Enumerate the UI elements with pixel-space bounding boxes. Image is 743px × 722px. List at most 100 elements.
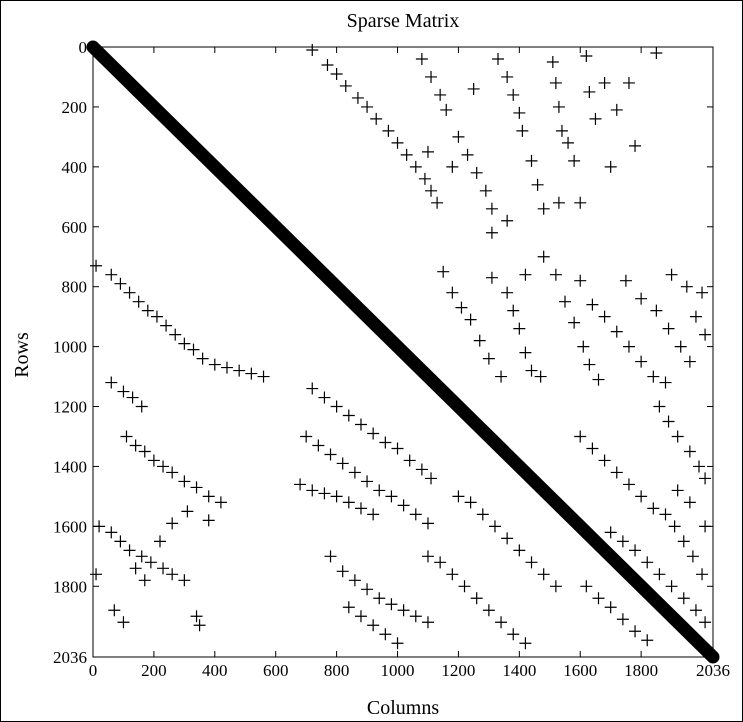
nonzero-marker <box>525 364 538 377</box>
nonzero-marker <box>409 160 422 173</box>
nonzero-marker <box>689 604 702 617</box>
nonzero-marker <box>208 358 221 371</box>
nonzero-marker <box>138 574 151 587</box>
nonzero-marker <box>464 313 477 326</box>
nonzero-marker <box>178 475 191 488</box>
nonzero-marker <box>440 103 453 116</box>
nonzero-marker <box>610 103 623 116</box>
x-tick-label: 1800 <box>624 661 658 680</box>
nonzero-marker <box>495 370 508 383</box>
nonzero-marker <box>485 226 498 239</box>
nonzero-marker <box>583 85 596 98</box>
nonzero-marker <box>598 76 611 89</box>
nonzero-marker <box>568 154 581 167</box>
nonzero-marker <box>604 526 617 539</box>
nonzero-marker <box>202 490 215 503</box>
x-tick-label: 0 <box>89 661 98 680</box>
nonzero-marker <box>373 592 386 605</box>
nonzero-marker <box>150 310 163 323</box>
nonzero-marker <box>437 265 450 278</box>
nonzero-marker <box>610 325 623 338</box>
nonzero-marker <box>144 556 157 569</box>
nonzero-marker <box>166 517 179 530</box>
nonzero-marker <box>495 616 508 629</box>
nonzero-marker <box>470 166 483 179</box>
nonzero-marker <box>650 304 663 317</box>
nonzero-marker <box>650 46 663 59</box>
nonzero-marker <box>190 481 203 494</box>
nonzero-marker <box>680 280 693 293</box>
nonzero-marker <box>516 124 529 137</box>
nonzero-marker <box>653 568 666 581</box>
nonzero-marker <box>513 322 526 335</box>
nonzero-marker <box>306 484 319 497</box>
nonzero-marker <box>629 544 642 557</box>
nonzero-marker <box>482 352 495 365</box>
nonzero-marker <box>434 88 447 101</box>
nonzero-marker <box>382 124 395 137</box>
nonzero-marker <box>635 292 648 305</box>
nonzero-marker <box>604 160 617 173</box>
nonzero-marker <box>653 400 666 413</box>
x-tick-label: 1400 <box>502 661 536 680</box>
nonzero-marker <box>598 454 611 467</box>
nonzero-marker <box>135 550 148 563</box>
y-tick-label: 1200 <box>53 398 87 417</box>
x-tick-label: 2036 <box>696 661 730 680</box>
nonzero-marker <box>90 259 103 272</box>
nonzero-marker <box>324 550 337 563</box>
nonzero-marker <box>114 277 127 290</box>
nonzero-marker <box>421 550 434 563</box>
nonzero-marker <box>555 124 568 137</box>
nonzero-marker <box>616 613 629 626</box>
nonzero-marker <box>622 478 635 491</box>
nonzero-marker <box>686 550 699 563</box>
nonzero-marker <box>147 454 160 467</box>
nonzero-marker <box>699 616 712 629</box>
nonzero-marker <box>458 580 471 593</box>
nonzero-marker <box>501 532 514 545</box>
nonzero-marker <box>580 580 593 593</box>
x-tick-label: 600 <box>263 661 289 680</box>
nonzero-marker <box>696 286 709 299</box>
nonzero-marker <box>461 148 474 161</box>
nonzero-marker <box>479 184 492 197</box>
nonzero-marker <box>668 520 681 533</box>
plot-area <box>92 46 714 658</box>
y-tick-label: 800 <box>62 278 88 297</box>
nonzero-marker <box>373 484 386 497</box>
x-tick-label: 800 <box>324 661 350 680</box>
nonzero-marker <box>257 370 270 383</box>
nonzero-marker <box>677 592 690 605</box>
nonzero-marker <box>641 556 654 569</box>
nonzero-marker <box>391 637 404 650</box>
nonzero-marker <box>141 304 154 317</box>
nonzero-marker <box>126 391 139 404</box>
nonzero-marker <box>93 520 106 533</box>
nonzero-marker <box>592 592 605 605</box>
nonzero-marker <box>629 625 642 638</box>
nonzero-marker <box>129 439 142 452</box>
nonzero-marker <box>318 487 331 500</box>
nonzero-marker <box>659 376 672 389</box>
nonzero-marker <box>662 322 675 335</box>
nonzero-marker <box>519 637 532 650</box>
x-tick-label: 400 <box>202 661 228 680</box>
x-tick-label: 1000 <box>381 661 415 680</box>
nonzero-marker <box>635 355 648 368</box>
y-tick-label: 400 <box>62 158 88 177</box>
nonzero-marker <box>123 286 136 299</box>
nonzero-marker <box>245 367 258 380</box>
nonzero-marker <box>513 544 526 557</box>
nonzero-marker <box>190 610 203 623</box>
nonzero-marker <box>485 202 498 215</box>
nonzero-marker <box>622 76 635 89</box>
nonzero-marker <box>385 598 398 611</box>
y-tick-label: 600 <box>62 218 88 237</box>
nonzero-marker <box>534 370 547 383</box>
nonzero-marker <box>214 496 227 509</box>
nonzero-marker <box>391 442 404 455</box>
nonzero-marker <box>610 466 623 479</box>
nonzero-marker <box>385 490 398 503</box>
nonzero-marker <box>641 634 654 647</box>
